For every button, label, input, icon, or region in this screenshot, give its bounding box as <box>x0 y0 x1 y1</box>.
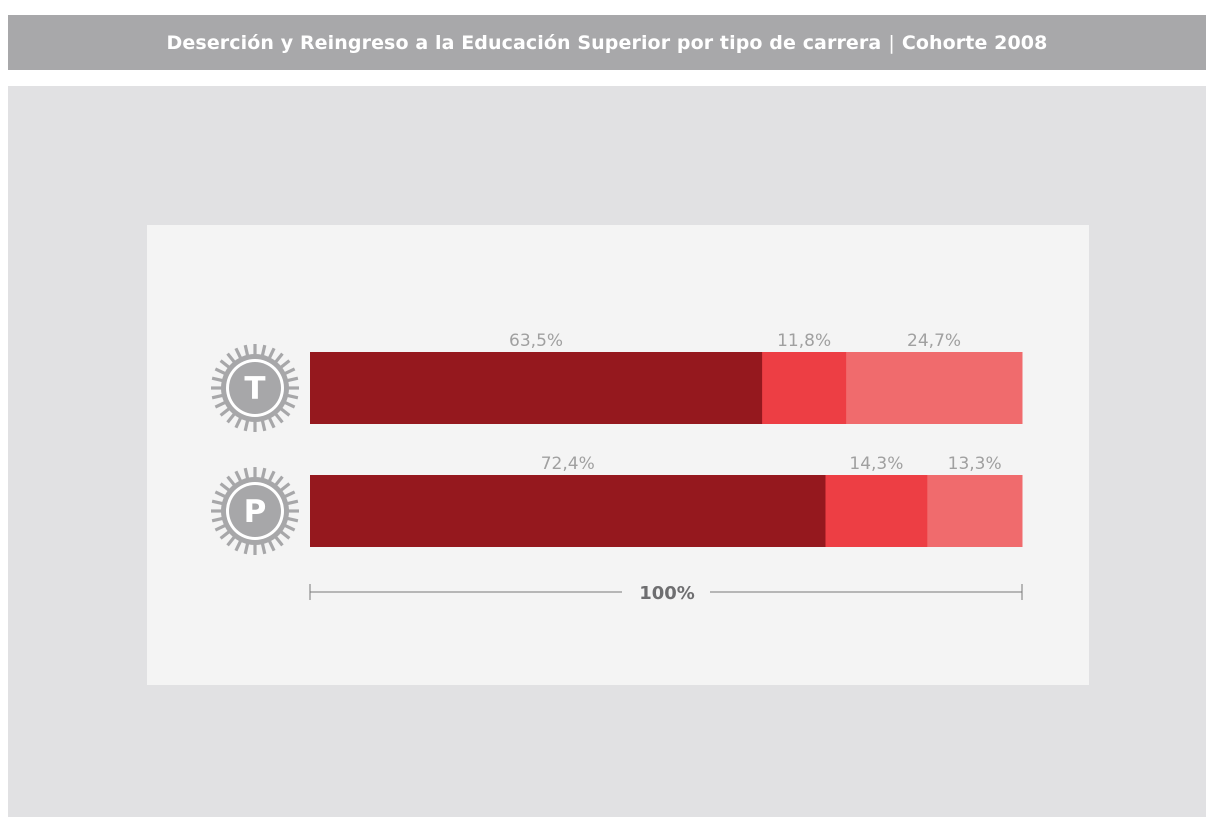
data-label: 11,8% <box>777 331 831 351</box>
category-label: T <box>244 371 265 407</box>
category-label: P <box>244 494 267 530</box>
bar-segment <box>310 352 763 424</box>
data-label: 63,5% <box>509 331 563 351</box>
bar-segment <box>927 475 1023 547</box>
data-label: 24,7% <box>907 331 961 351</box>
data-label: 13,3% <box>948 454 1002 474</box>
chart-title-bar: Deserción y Reingreso a la Educación Sup… <box>8 15 1206 70</box>
total-label: 100% <box>639 583 695 604</box>
bar-segment <box>846 352 1023 424</box>
gear-icon <box>211 467 299 555</box>
bar-segment <box>825 475 928 547</box>
chart-panel <box>147 225 1089 685</box>
bar-segment <box>762 352 847 424</box>
data-label: 14,3% <box>849 454 903 474</box>
gear-icon <box>211 344 299 432</box>
data-label: 72,4% <box>541 454 595 474</box>
cohort-label: Cohorte 2008 <box>901 31 1048 54</box>
bar-segment <box>310 475 826 547</box>
chart-title: Deserción y Reingreso a la Educación Sup… <box>166 31 882 54</box>
title-separator: | <box>888 31 895 54</box>
